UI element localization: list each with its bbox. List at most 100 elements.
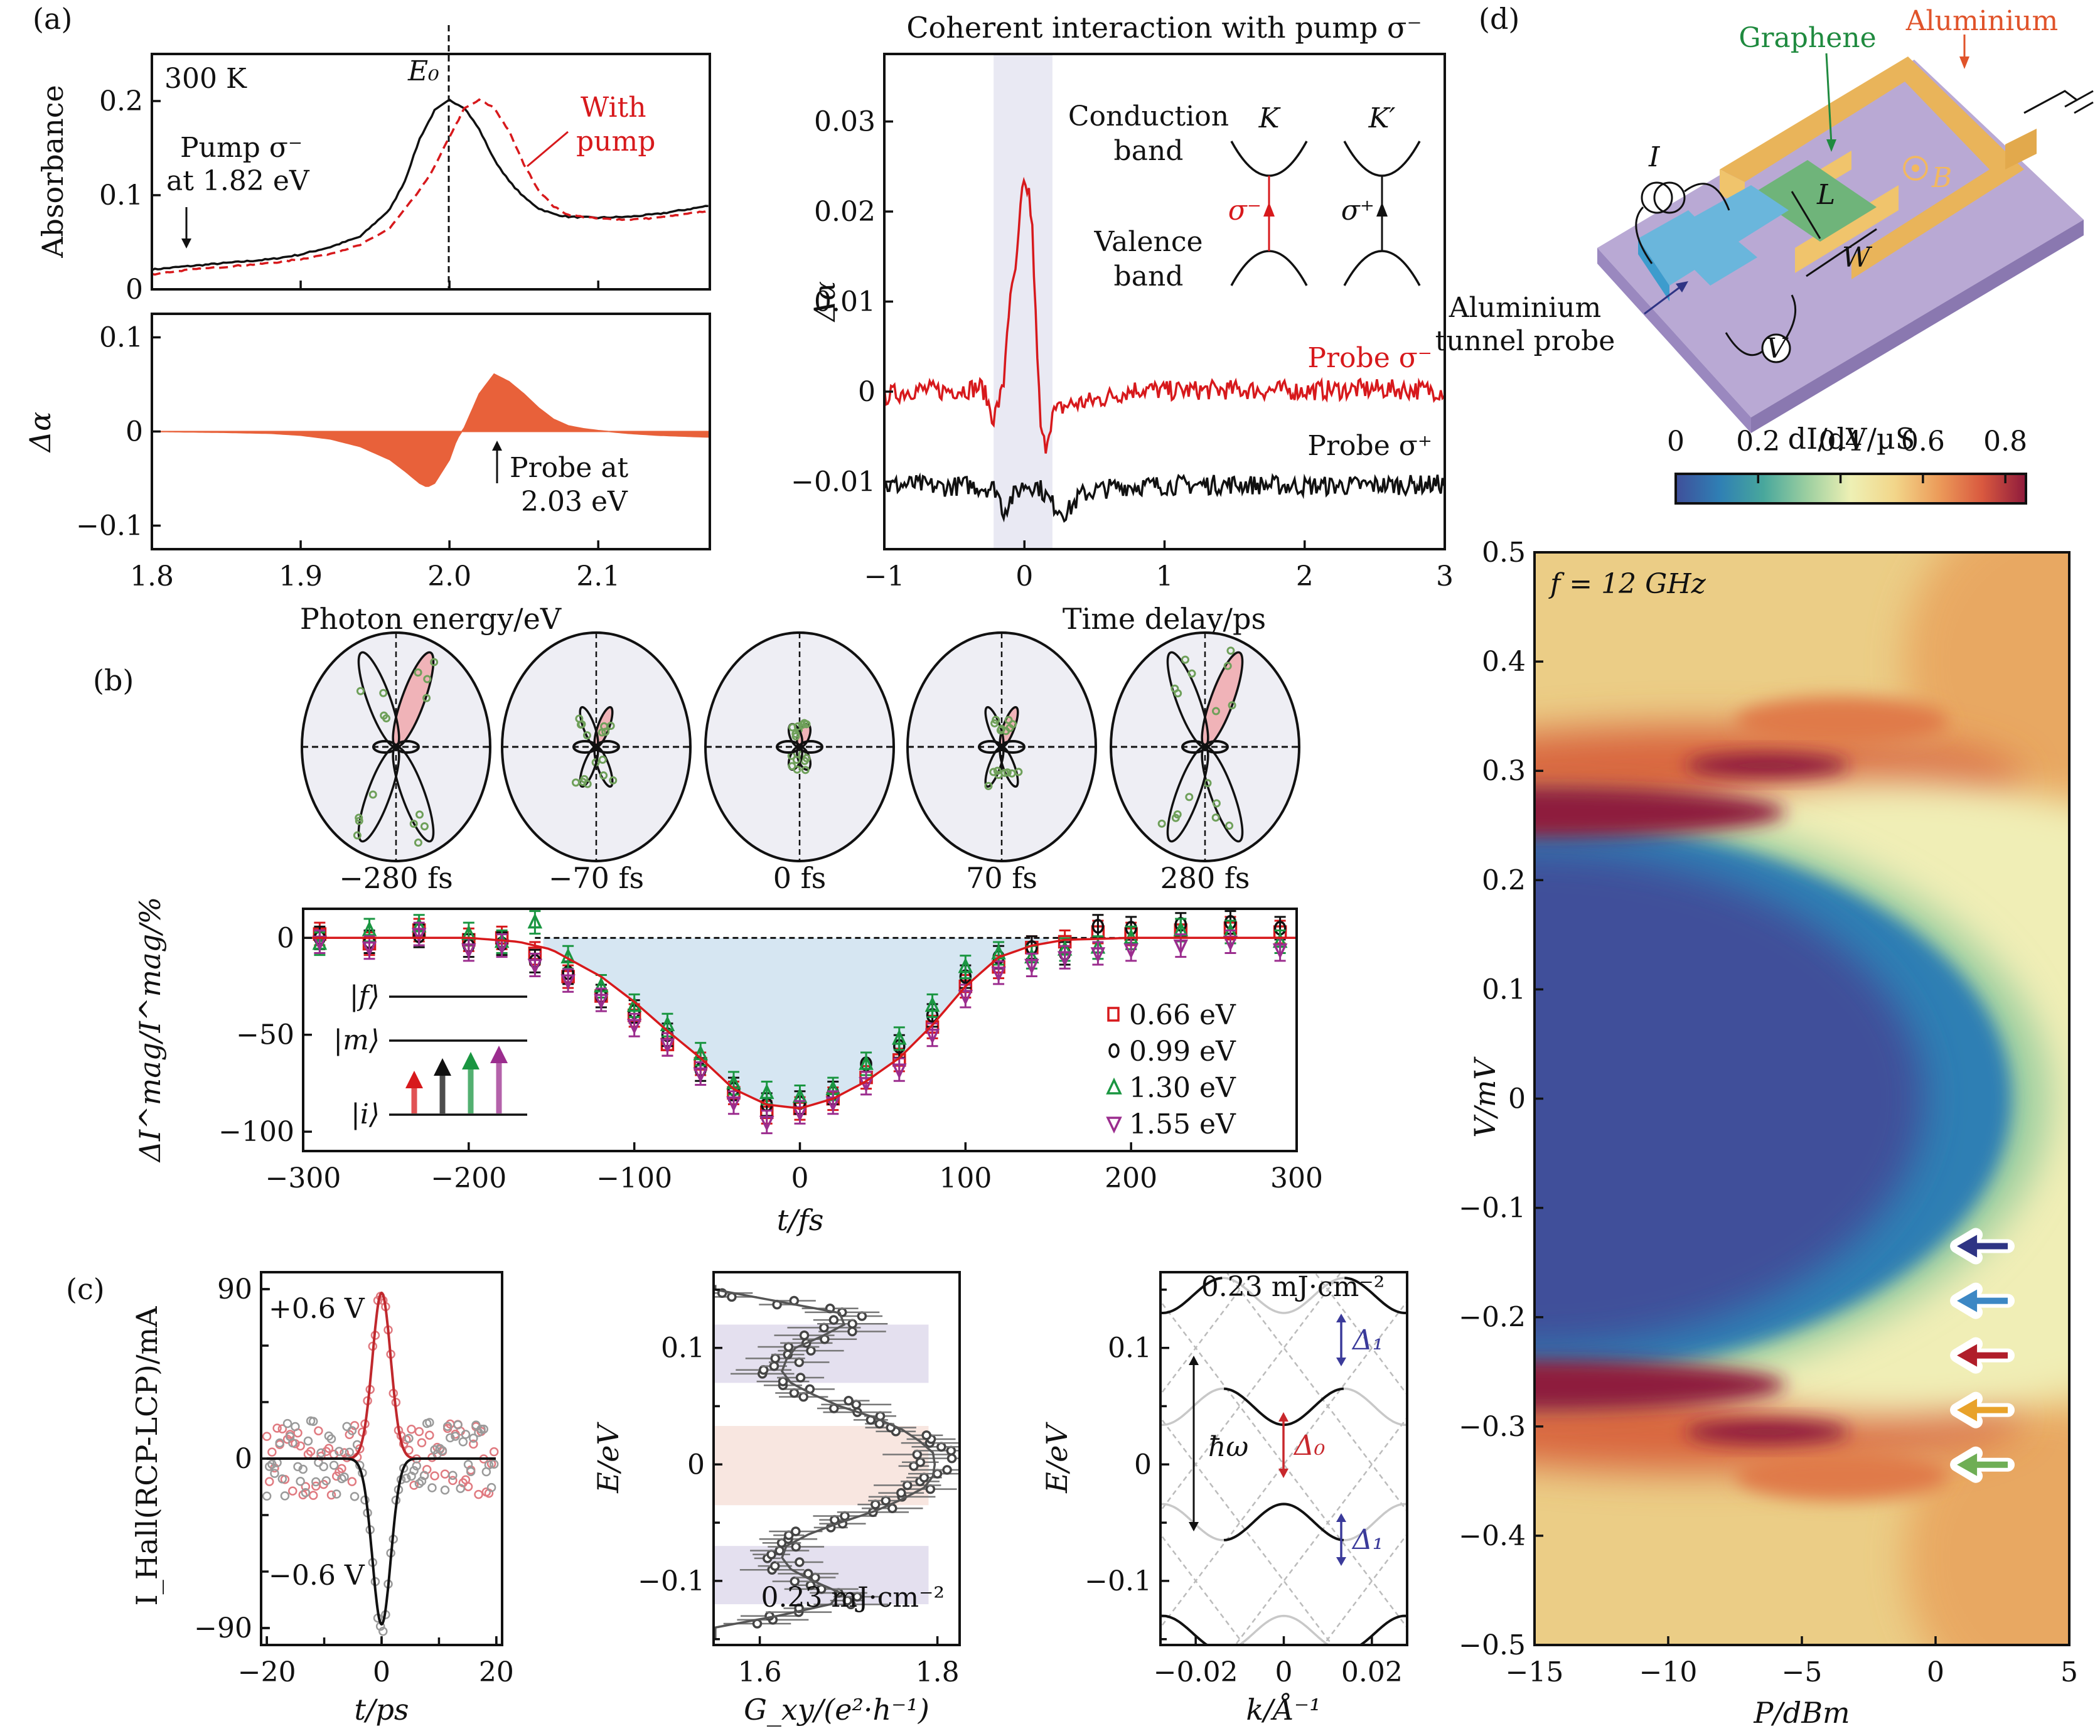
- gxy-data-point: [790, 1576, 800, 1587]
- field-label: B: [1931, 162, 1952, 194]
- energy-band-shade: [714, 1426, 929, 1506]
- hall-data-point: [280, 1491, 290, 1501]
- gxy-data-point: [946, 1453, 957, 1464]
- hall-data-point: [479, 1424, 488, 1434]
- gxy-data-point: [795, 1557, 805, 1567]
- gxy-data-point: [819, 1322, 829, 1333]
- substrate-side-left: [1597, 248, 1751, 433]
- hall-data-point: [469, 1433, 478, 1443]
- with-pump-label-2: pump: [576, 126, 655, 158]
- polar-data-point: [1185, 793, 1194, 801]
- transient-plot: −100 −50 0 −300 −200 −100 0 100 200 300 |f⟩ |m⟩ |i⟩…: [133, 897, 1323, 1237]
- delta-alpha-area: [152, 373, 710, 487]
- hall-ylabel: I_Hall(RCP-LCP)/mA: [130, 1306, 164, 1606]
- graphene-sheet: [1751, 160, 1877, 242]
- valley-k-label: K: [1258, 102, 1281, 134]
- magnetic-field-icon: [1903, 156, 1928, 181]
- data-point-triangle-up: [892, 1029, 907, 1045]
- colorbar-tick-label: 0.2: [1736, 426, 1780, 458]
- x-tick-label: 1: [1156, 560, 1174, 592]
- ground-icon: [2023, 90, 2078, 114]
- e0-label: E₀: [407, 55, 439, 87]
- data-point-triangle-down: [1173, 939, 1189, 955]
- hall-data-point: [446, 1433, 455, 1443]
- polar-data-point: [580, 774, 589, 783]
- photon-sideband-peak: [1685, 1419, 1849, 1445]
- polar-data-point: [379, 689, 388, 697]
- polar-plot: 0 fs: [704, 631, 895, 895]
- hall-data-point: [308, 1491, 318, 1500]
- panel-label-b: (b): [93, 663, 134, 697]
- hall-data-point: [288, 1438, 297, 1448]
- resonance-arrow-icon: [1950, 1391, 2015, 1428]
- x-tick-label: 5: [2060, 1656, 2078, 1688]
- hall-data-point: [402, 1474, 411, 1483]
- gxy-ylabel: E/eV: [591, 1421, 625, 1493]
- data-point-triangle-down: [991, 967, 1006, 982]
- gxy-data-point: [896, 1488, 906, 1498]
- heatmap-gap-core: [1535, 850, 1924, 1347]
- polar-plot: 70 fs: [906, 631, 1097, 895]
- polar-data-point: [1212, 799, 1221, 808]
- gxy-data-point: [798, 1391, 808, 1402]
- gxy-data-point: [783, 1342, 794, 1352]
- legend-label: 0.99 eV: [1129, 1036, 1236, 1068]
- hall-data-point: [342, 1422, 351, 1432]
- floquet-xlabel: k/Å⁻¹: [1246, 1692, 1321, 1727]
- data-point-triangle-down: [693, 1067, 708, 1083]
- x-tick-label: 2.1: [576, 560, 620, 592]
- y-tick-label: 0: [126, 274, 143, 306]
- floquet-band-strong: [1358, 1614, 1407, 1645]
- polar-data-point: [571, 778, 580, 787]
- data-point-triangle-down: [759, 1115, 774, 1132]
- hall-data-point: [298, 1464, 308, 1474]
- hall-data-point: [331, 1489, 341, 1499]
- hall-data-point: [337, 1464, 346, 1474]
- heatmap-xlabel: P/dBm: [1753, 1696, 1850, 1730]
- gxy-data-point: [844, 1395, 854, 1406]
- delta-alpha-ylabel: Δα: [23, 412, 57, 453]
- heatmap-satellite: [1735, 696, 1949, 747]
- photon-energy-xlabel: Photon energy/eV: [300, 602, 562, 636]
- heatmap-satellite: [1735, 1450, 1949, 1501]
- x-tick-label: −1: [864, 560, 905, 592]
- hall-data-point: [404, 1433, 414, 1444]
- polar-data-point: [599, 771, 608, 780]
- polar-data-point: [356, 687, 365, 695]
- width-label: W: [1842, 242, 1873, 274]
- x-tick-label: 200: [1105, 1162, 1157, 1194]
- y-tick-label: 0.1: [1482, 973, 1526, 1005]
- x-tick-label: 0: [1927, 1656, 1944, 1688]
- polar-data-point: [577, 720, 586, 729]
- hall-data-point: [329, 1460, 339, 1470]
- legend-marker: [1107, 1007, 1120, 1022]
- polar-data-point: [802, 754, 811, 763]
- time-delay-ylabel: Δα: [808, 281, 842, 323]
- hall-data-point: [262, 1491, 272, 1501]
- floquet-fluence-label: 0.23 mJ·cm⁻²: [1201, 1271, 1385, 1303]
- hall-data-point: [440, 1485, 450, 1495]
- gxy-data-point: [857, 1311, 867, 1321]
- y-tick-label: 0.2: [1482, 864, 1526, 896]
- x-tick-label: 3: [1436, 560, 1454, 592]
- y-tick-label: −0.2: [1459, 1302, 1526, 1334]
- pump-label-1: Pump σ⁻: [180, 132, 303, 164]
- aluminium-arrow-icon: [1959, 56, 1969, 69]
- excitation-arrow-icon: [434, 1058, 451, 1076]
- excitation-arrow-icon: [490, 1046, 508, 1063]
- resonance-arrow-icon: [1950, 1282, 2015, 1319]
- x-tick-label: 100: [939, 1162, 992, 1194]
- hall-data-point: [451, 1432, 460, 1441]
- hall-data-point: [314, 1426, 323, 1436]
- absorbance-series-line: [152, 98, 709, 272]
- polar-data-point: [793, 765, 801, 774]
- heatmap-ylabel: V/mV: [1468, 1056, 1502, 1137]
- data-point-triangle-up: [859, 1054, 874, 1070]
- hall-data-point: [350, 1492, 360, 1501]
- probe-sigma-plus-label: Probe σ⁺: [1307, 430, 1432, 462]
- hall-data-point: [311, 1477, 321, 1487]
- excitation-arrow-icon: [462, 1052, 479, 1069]
- hall-data-point: [303, 1436, 313, 1446]
- polar-data-point: [423, 675, 432, 683]
- data-point-triangle-down: [792, 1106, 808, 1122]
